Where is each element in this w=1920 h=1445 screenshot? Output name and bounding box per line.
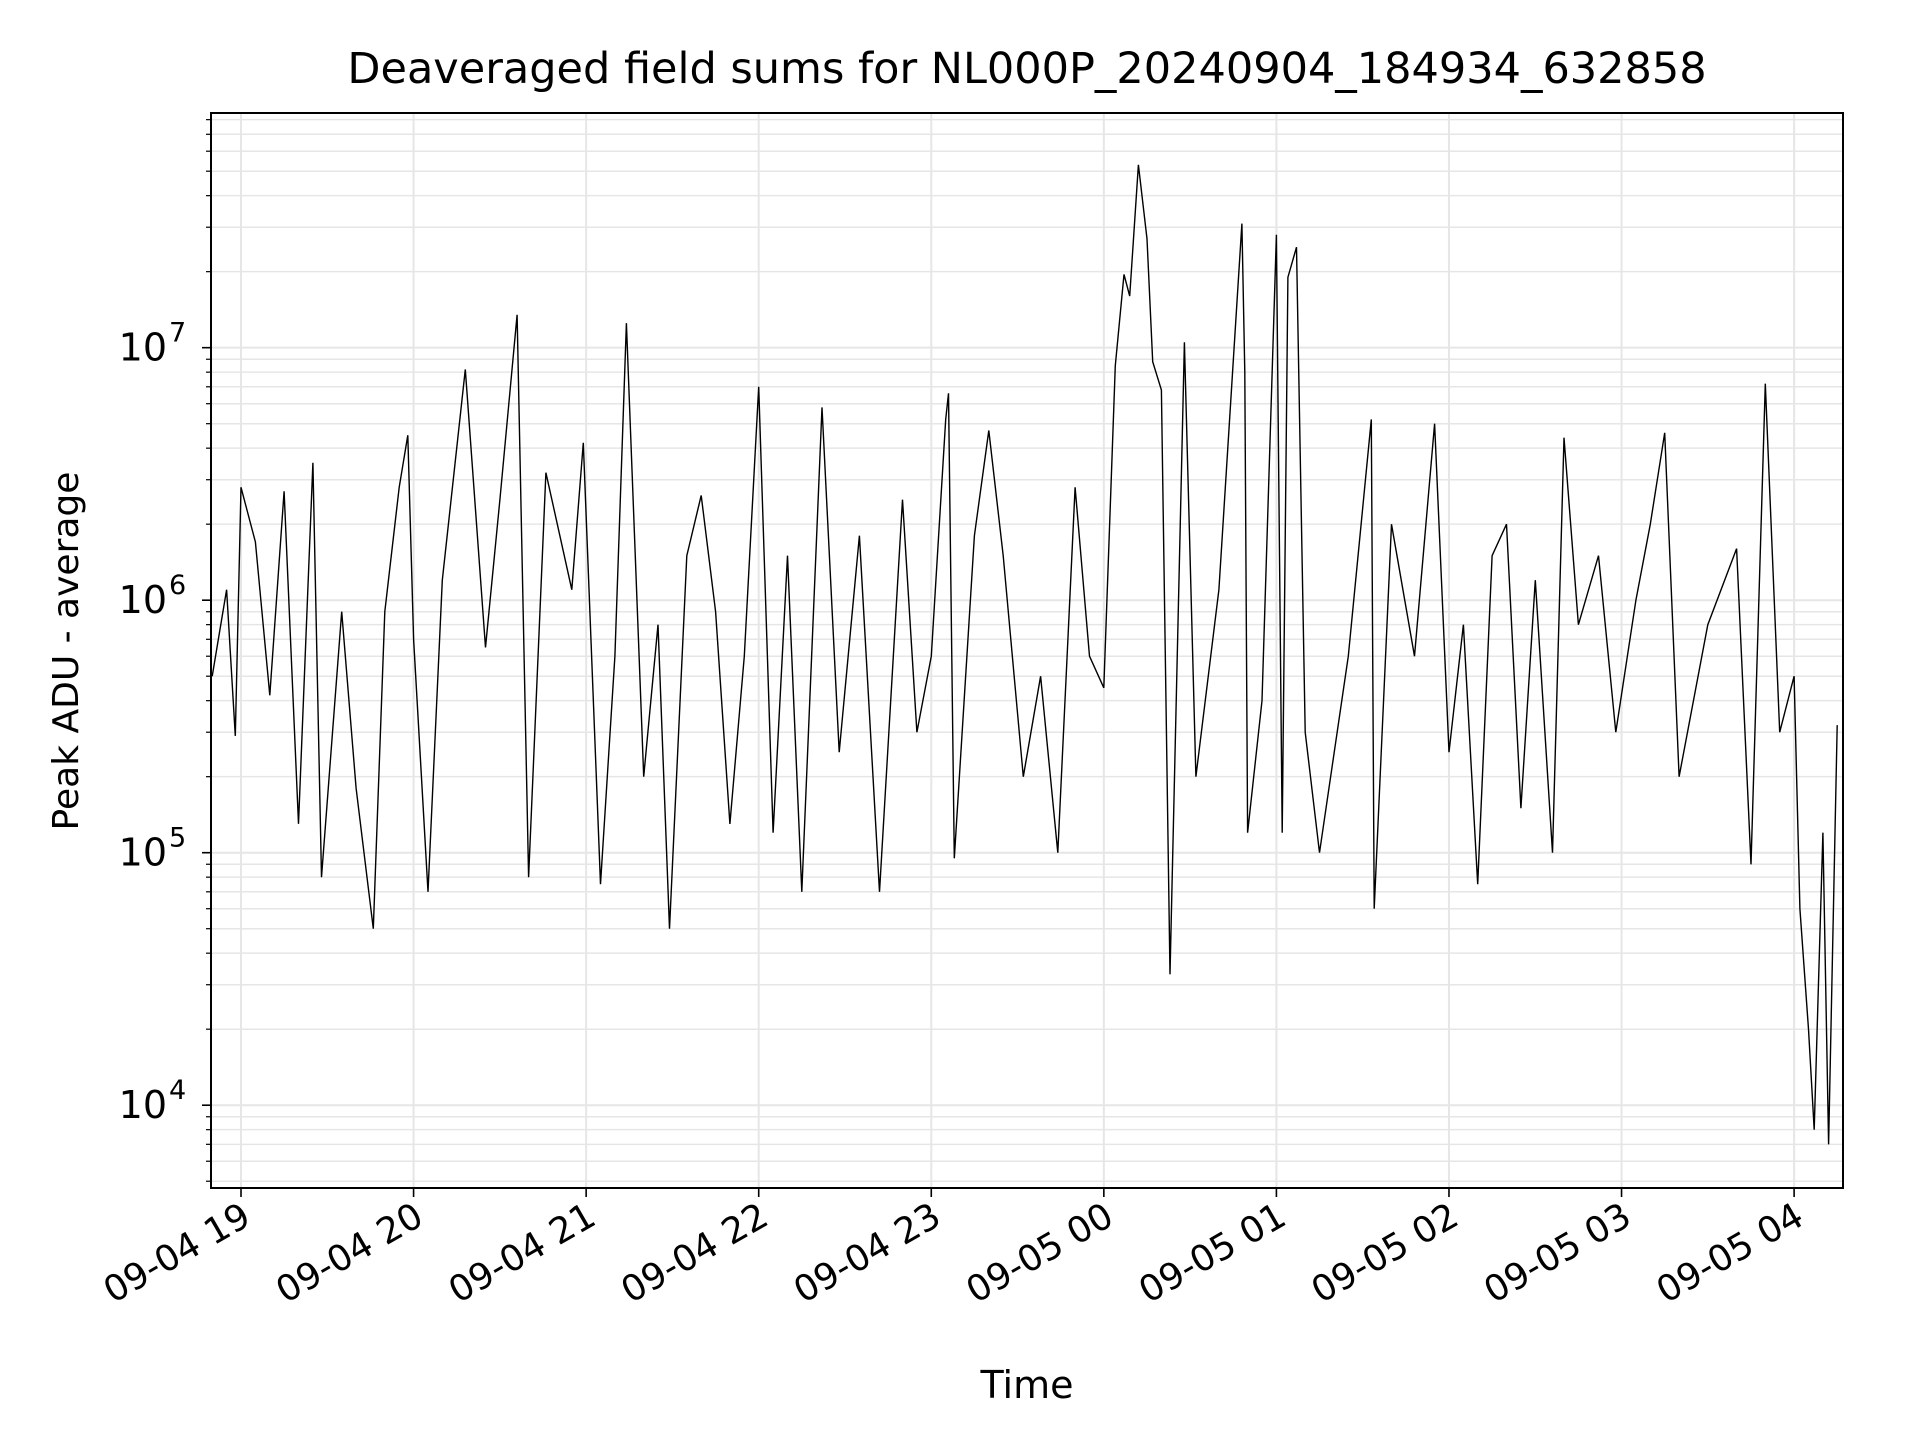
x-axis-label: Time: [980, 1363, 1074, 1407]
y-axis-label: Peak ADU - average: [46, 472, 87, 831]
y-tick-label-exponent: 5: [169, 823, 186, 854]
y-tick-label-exponent: 7: [169, 318, 186, 349]
y-tick-label: 10: [119, 326, 167, 370]
y-tick-label: 10: [119, 831, 167, 875]
y-tick-label: 10: [119, 1083, 167, 1127]
y-tick-label-exponent: 6: [169, 570, 186, 601]
y-tick-label: 10: [119, 578, 167, 622]
plot-frame: [210, 112, 1844, 1189]
y-tick-label-exponent: 4: [169, 1075, 186, 1106]
chart-title: Deaveraged field sums for NL000P_2024090…: [347, 44, 1706, 94]
series-line: [211, 164, 1838, 1145]
